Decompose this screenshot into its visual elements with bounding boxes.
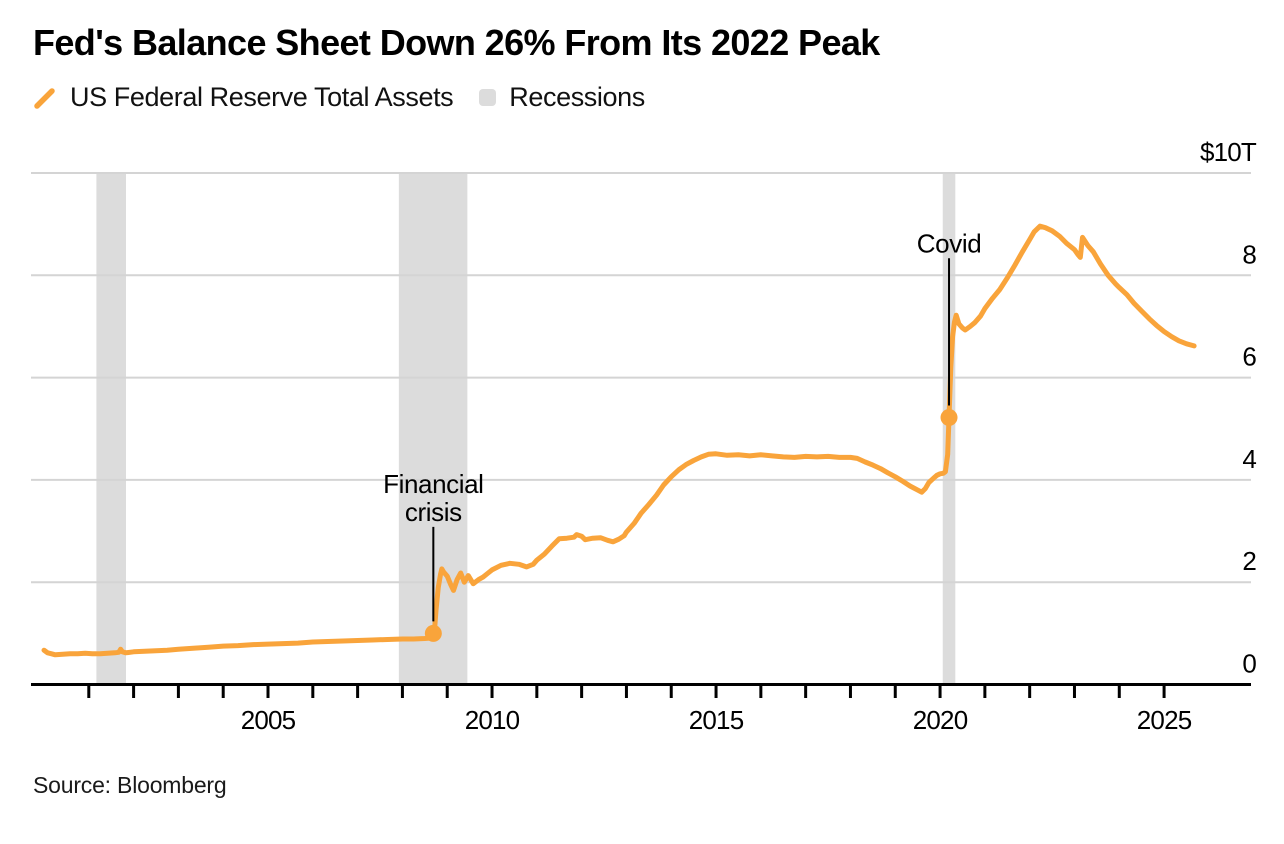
source-note: Source: Bloomberg	[33, 772, 227, 798]
y-tick-label: 8	[1242, 239, 1256, 269]
recession-band	[96, 173, 126, 685]
y-tick-label: 6	[1242, 342, 1256, 372]
y-tick-label: 0	[1242, 649, 1256, 679]
legend-item-recessions: Recessions	[479, 82, 645, 113]
recession-swatch-icon	[479, 89, 497, 106]
legend-label-total-assets: US Federal Reserve Total Assets	[70, 82, 454, 112]
x-tick-label: 2010	[465, 705, 520, 735]
series-line-total-assets	[41, 223, 1197, 658]
annotation-marker	[424, 624, 442, 642]
annotation-label: Covid	[917, 228, 981, 258]
y-tick-label: 2	[1242, 546, 1256, 576]
x-tick-label: 2015	[689, 705, 744, 735]
y-tick-label: 4	[1242, 444, 1256, 474]
chart-legend: US Federal Reserve Total Assets Recessio…	[33, 82, 645, 113]
x-tick-label: 2005	[241, 705, 296, 735]
y-tick-label: $10T	[1200, 137, 1257, 167]
chart-title: Fed's Balance Sheet Down 26% From Its 20…	[33, 22, 880, 63]
legend-label-recessions: Recessions	[509, 82, 645, 112]
annotation-marker	[940, 408, 958, 426]
annotation-label: crisis	[405, 497, 462, 527]
annotation-label: Financial	[383, 469, 483, 499]
legend-item-total-assets: US Federal Reserve Total Assets	[33, 82, 454, 113]
x-tick-label: 2020	[913, 705, 968, 735]
x-tick-label: 2025	[1137, 705, 1192, 735]
line-series-icon	[34, 87, 55, 109]
